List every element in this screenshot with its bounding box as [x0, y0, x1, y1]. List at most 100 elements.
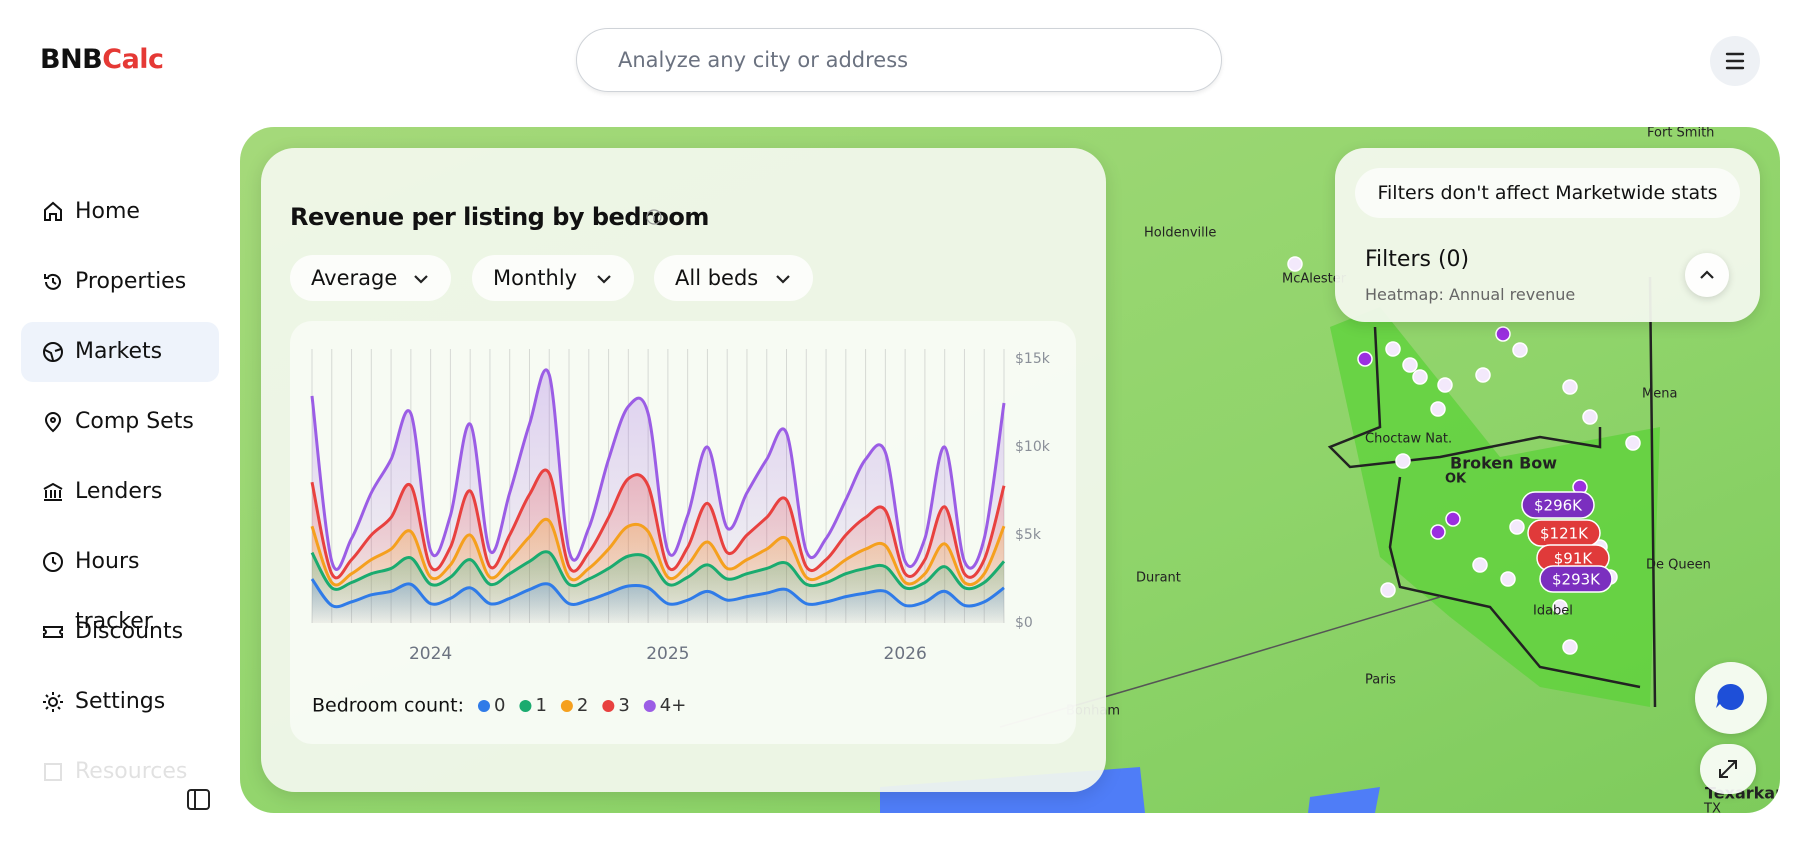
- legend-swatch: [560, 700, 573, 712]
- nav-label: Markets: [75, 339, 163, 364]
- x-tick-label: 2024: [409, 644, 452, 664]
- logo-right: Calc: [102, 44, 164, 75]
- listing-dot: [1430, 401, 1446, 417]
- chart-panel: Revenue per listing by bedroom Average Mo…: [261, 148, 1106, 792]
- dropdown[interactable]: Monthly: [472, 255, 634, 301]
- dropdown[interactable]: All beds: [654, 255, 813, 301]
- price-pin-label: $293K: [1552, 571, 1601, 589]
- series-line: [310, 578, 1005, 609]
- nav-label: Settings: [75, 689, 166, 714]
- listing-dot: [1500, 571, 1516, 587]
- sidebar-toggle[interactable]: [186, 788, 212, 812]
- nav-item[interactable]: Settings: [21, 672, 219, 732]
- nav-item[interactable]: Home: [21, 182, 219, 242]
- nav-item[interactable]: Discounts: [21, 602, 219, 662]
- map-label: Paris: [1365, 673, 1396, 688]
- chevron-shape: [414, 275, 428, 284]
- border: [1388, 276, 1657, 708]
- listing-dot: [1385, 341, 1401, 357]
- nav-label: Comp Sets: [75, 409, 194, 434]
- x-tick-label: 2025: [646, 644, 689, 664]
- filters-title: Filters (0): [1365, 247, 1470, 272]
- legend-swatch: [519, 700, 532, 712]
- price-pin-label: $296K: [1534, 497, 1583, 515]
- nav-item[interactable]: Resources: [21, 742, 219, 802]
- listing-dot: [1582, 409, 1598, 425]
- search-box[interactable]: Analyze any city or address: [576, 28, 1222, 92]
- series-line: [310, 550, 1006, 591]
- nav-icon: [43, 692, 63, 712]
- logo-left: BNB: [40, 44, 103, 75]
- legend-label: 3: [618, 695, 629, 716]
- map-label: Mena: [1642, 387, 1677, 402]
- nav-label: Properties: [75, 269, 187, 294]
- series-line: [310, 468, 1006, 580]
- listing-dot: [1412, 369, 1428, 385]
- y-tick-label: $5k: [1015, 527, 1042, 543]
- map-label: Idabel: [1533, 604, 1573, 619]
- info-icon[interactable]: [645, 208, 663, 226]
- listing-dot: [1472, 557, 1488, 573]
- nav-icon-shape: [43, 552, 63, 573]
- nav-label: Resources: [75, 759, 188, 784]
- dropdown-label: Monthly: [493, 266, 578, 290]
- chevron-shape: [597, 275, 611, 284]
- map-label: Fort Smith: [1647, 127, 1714, 141]
- filters-notice: Filters don't affect Marketwide stats: [1355, 168, 1740, 218]
- nav-item[interactable]: Hours tracker: [21, 532, 219, 634]
- filters-subtitle: Heatmap: Annual revenue: [1365, 285, 1576, 304]
- nav-icon-shape: [44, 201, 62, 221]
- map-label: TX: [1703, 802, 1721, 814]
- y-tick-label: $10k: [1015, 439, 1051, 455]
- price-pin-label: $121K: [1540, 525, 1589, 543]
- nav-label: Hours tracker: [75, 549, 153, 634]
- dropdown[interactable]: Average: [290, 255, 451, 301]
- listing-dot: [1562, 639, 1578, 655]
- nav-item[interactable]: Properties: [21, 252, 219, 312]
- listing-dot: [1509, 519, 1525, 535]
- collapse-button[interactable]: [1685, 253, 1729, 297]
- map-label: Broken Bow: [1450, 454, 1557, 473]
- nav-icon-shape: [43, 342, 63, 363]
- listing-dot: [1495, 326, 1511, 342]
- map-label: Holdenville: [1144, 226, 1216, 241]
- legend-swatch: [477, 700, 490, 712]
- nav-icon: [43, 552, 63, 573]
- expand-button[interactable]: [1700, 744, 1756, 794]
- border: [1327, 326, 1602, 469]
- price-pin[interactable]: [1521, 491, 1595, 519]
- chevron-up: [1700, 270, 1714, 279]
- chart: $0 $5k $10k $15k 2024 2025 2026 Bedroom count: 0…: [310, 349, 1051, 717]
- listing-dot: [1445, 511, 1461, 527]
- listing-dot: [1402, 357, 1418, 373]
- legend-label: 0: [494, 695, 505, 716]
- nav-icon-shape: [43, 692, 63, 712]
- logo[interactable]: BNBCalc: [40, 44, 164, 75]
- nav-icon: [44, 763, 62, 781]
- chat-button[interactable]: [1695, 662, 1767, 734]
- x-tick-label: 2026: [884, 644, 927, 664]
- dropdown-label: Average: [311, 266, 398, 290]
- nav-label: Discounts: [75, 619, 184, 644]
- chevron-down: [597, 275, 611, 284]
- price-pin[interactable]: [1539, 565, 1613, 593]
- map-label: McAlester: [1282, 272, 1347, 287]
- map-label: OK: [1445, 472, 1467, 487]
- map-label: Durant: [1136, 571, 1181, 586]
- map-label: Choctaw Nat.: [1365, 432, 1452, 447]
- listing-dot: [1437, 377, 1453, 393]
- nav-item[interactable]: Comp Sets: [21, 392, 219, 452]
- nav-icon-shape: [44, 412, 62, 433]
- nav-icon-shape: [44, 763, 62, 781]
- listing-dot: [1287, 256, 1303, 272]
- listing-dot: [1430, 524, 1446, 540]
- listing-dot: [1625, 435, 1641, 451]
- y-tick-label: $0: [1015, 615, 1033, 631]
- menu-button[interactable]: [1710, 36, 1760, 86]
- listing-dot: [1380, 582, 1396, 598]
- nav-item[interactable]: Markets: [21, 322, 219, 382]
- nav-item[interactable]: Lenders: [21, 462, 219, 522]
- chat-icon: [1716, 683, 1744, 710]
- listing-dot: [1475, 367, 1491, 383]
